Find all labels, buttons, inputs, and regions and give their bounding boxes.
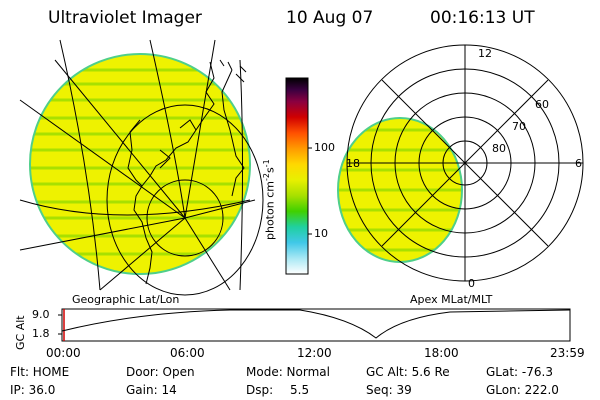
time-tick-0600: 06:00 xyxy=(170,346,205,360)
glat-status: GLat: -76.3 xyxy=(486,365,553,379)
date-label: 10 Aug 07 xyxy=(286,8,374,28)
mlat-label-60: 60 xyxy=(535,98,549,111)
mlat-label-80: 80 xyxy=(492,142,506,155)
time-tick-0000: 00:00 xyxy=(46,346,81,360)
time-label: 00:16:13 UT xyxy=(430,8,535,28)
flight-status: Flt: HOME xyxy=(10,365,70,379)
time-tick-1800: 18:00 xyxy=(424,346,459,360)
mlt-label-18: 18 xyxy=(346,157,360,170)
mode-status: Mode: Normal xyxy=(246,365,330,379)
alt-tick-label-high: 9.0 xyxy=(32,308,50,321)
time-tick-1200: 12:00 xyxy=(297,346,332,360)
mlt-label-6: 6 xyxy=(575,157,582,170)
altitude-axis-label: GC Alt xyxy=(14,315,27,350)
altitude-frame xyxy=(61,308,571,342)
geo-panel-label: Geographic Lat/Lon xyxy=(72,293,180,306)
polar-grid xyxy=(346,44,584,282)
altitude-curve xyxy=(61,309,571,339)
ip-status: IP: 36.0 xyxy=(10,383,56,397)
gain-status: Gain: 14 xyxy=(126,383,177,397)
seq-status: Seq: 39 xyxy=(366,383,412,397)
dsp-status: Dsp: xyxy=(246,383,274,397)
scan-stripes xyxy=(30,68,250,256)
geo-grid xyxy=(19,39,264,296)
gc-alt-status: GC Alt: 5.6 Re xyxy=(366,365,450,379)
app-title: Ultraviolet Imager xyxy=(48,8,202,28)
alt-tick-label-low: 1.8 xyxy=(32,327,50,340)
mlat-label-70: 70 xyxy=(512,120,526,133)
colorbar-label-10: 10 xyxy=(314,227,328,240)
glon-status: GLon: 222.0 xyxy=(486,383,559,397)
coastlines xyxy=(127,59,247,285)
door-status: Door: Open xyxy=(126,365,195,379)
colorbar-gradient xyxy=(285,77,309,275)
mlt-label-12: 12 xyxy=(478,47,492,60)
time-tick-2359: 23:59 xyxy=(550,346,585,360)
mlt-label-0: 0 xyxy=(468,277,475,290)
polar-panel-label: Apex MLat/MLT xyxy=(410,293,493,306)
colorbar-label-100: 100 xyxy=(314,141,335,154)
globe-edge xyxy=(29,53,251,275)
dsp-value: 5.5 xyxy=(290,383,310,397)
